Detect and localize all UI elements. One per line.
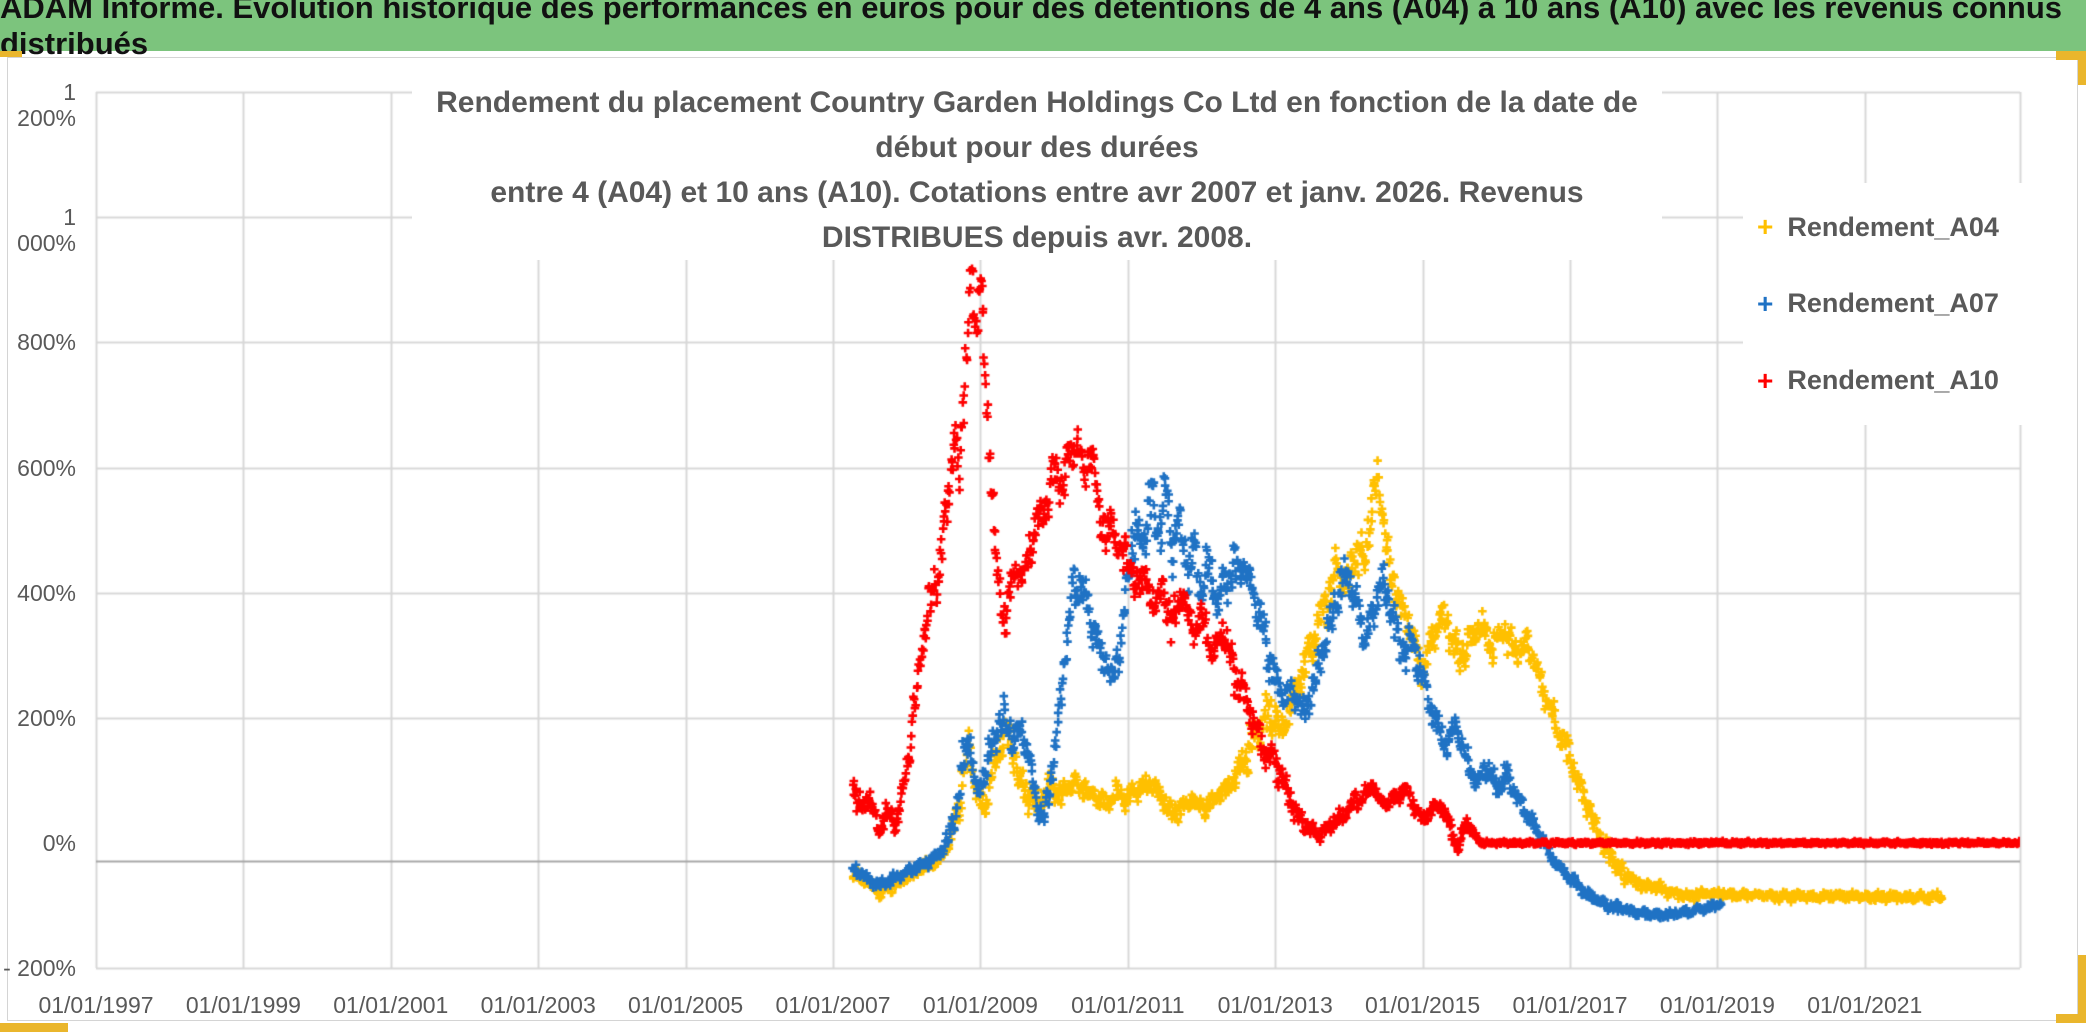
legend-label: Rendement_A07 [1787,288,1999,319]
legend: + Rendement_A04 + Rendement_A07 + Rendem… [1743,183,2073,425]
y-tick-label: 600% [17,454,76,481]
legend-item-a04: + Rendement_A04 [1743,212,2073,243]
chart-title-line2: entre 4 (A04) et 10 ans (A10). Cotations… [490,176,1584,254]
gold-corner-top-right-h [2056,51,2086,60]
y-tick-label: 1 000% [17,204,76,257]
x-tick-label: 01/01/1997 [38,992,154,1018]
x-tick-label: 01/01/2021 [1807,992,1923,1018]
banner-title: ADAM Informe. Evolution historique des p… [0,0,2063,61]
plus-marker-icon: + [1757,364,1774,396]
y-tick-label: 800% [17,329,76,356]
x-tick-label: 01/01/2009 [922,992,1038,1018]
legend-label: Rendement_A10 [1787,365,1999,396]
x-tick-label: 01/01/2019 [1659,992,1775,1018]
gold-corner-bottom-right-v [2078,955,2086,1023]
x-tick-label: 01/01/1999 [185,992,301,1018]
x-tick-label: 01/01/2011 [1071,992,1185,1018]
x-tick-label: 01/01/2003 [480,992,596,1018]
gold-corner-bottom-right-h [2056,1014,2086,1023]
y-tick-label: - 200% [3,955,76,982]
chart-title: Rendement du placement Country Garden Ho… [412,80,1662,260]
banner: ADAM Informe. Evolution historique des p… [0,0,2086,61]
x-tick-label: 01/01/2007 [775,992,891,1018]
y-tick-label: 400% [17,579,76,606]
plus-marker-icon: + [1757,211,1774,243]
y-tick-label: 200% [17,704,76,731]
gold-corner-top-left [0,51,22,57]
x-tick-label: 01/01/2005 [628,992,744,1018]
x-tick-label: 01/01/2017 [1512,992,1628,1018]
gold-corner-top-right-v [2078,51,2086,85]
x-tick-label: 01/01/2001 [333,992,449,1018]
plus-marker-icon: + [1757,287,1774,319]
y-tick-label: 0% [42,830,76,856]
legend-item-a10: + Rendement_A10 [1743,365,2073,396]
legend-item-a07: + Rendement_A07 [1743,288,2073,319]
chart-title-line1: Rendement du placement Country Garden Ho… [436,86,1638,164]
gold-corner-bottom-left [0,1023,68,1032]
x-tick-label: 01/01/2015 [1365,992,1481,1018]
legend-label: Rendement_A04 [1787,211,1999,242]
y-tick-label: 1 200% [17,79,76,132]
x-tick-label: 01/01/2013 [1217,992,1333,1018]
